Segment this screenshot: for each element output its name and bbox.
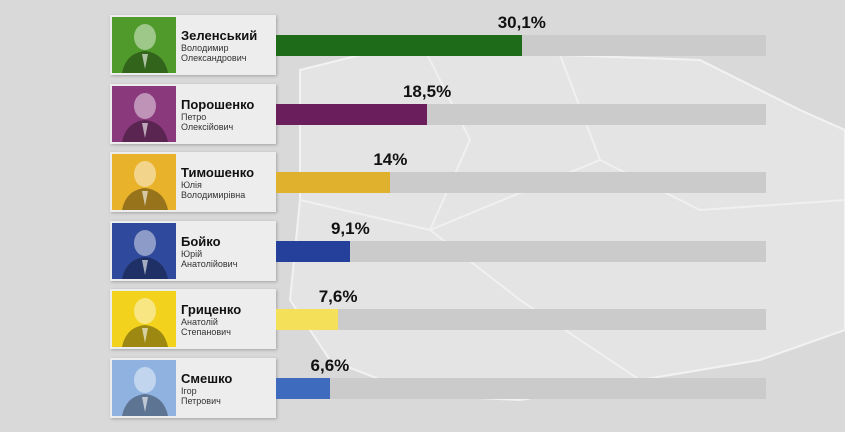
candidate-surname: Порошенко: [181, 96, 255, 112]
candidate-patronymic: Олександрович: [181, 53, 247, 63]
candidate-surname: Смешко: [181, 370, 233, 386]
candidate-card: Тимошенко Юлія Володимирівна: [110, 152, 276, 212]
candidate-surname: Зеленський: [181, 28, 258, 43]
bar: [276, 240, 351, 262]
candidate-given-names: Юрій Анатолійович: [181, 249, 275, 269]
candidate-given-names: Володимир Олександрович: [181, 43, 275, 63]
candidate-photo: [112, 222, 176, 279]
candidate-given-names: Юлія Володимирівна: [181, 180, 275, 200]
candidate-photo: [112, 359, 176, 416]
candidate-given-names: Ігор Петрович: [181, 386, 275, 406]
candidate-surname: Тимошенко: [181, 165, 255, 180]
candidate-patronymic: Степанович: [181, 327, 231, 337]
candidate-given-names: Петро Олексійович: [181, 112, 275, 132]
candidate-card: Зеленський Володимир Олександрович: [110, 15, 276, 75]
candidate-patronymic: Петрович: [181, 395, 221, 406]
bar-track: [276, 240, 766, 262]
candidate-given-names: Анатолій Степанович: [181, 317, 275, 337]
candidate-first-name: Петро: [181, 111, 207, 122]
candidate-card: Порошенко Петро Олексійович: [110, 83, 276, 144]
bar: [276, 172, 391, 193]
candidate-card: Гриценко Анатолій Степанович: [110, 289, 276, 349]
data-label: 14%: [373, 150, 408, 169]
data-label: 9,1%: [330, 218, 370, 238]
candidate-surname: Гриценко: [181, 302, 242, 317]
bar-track: [276, 309, 766, 330]
bar-track: [276, 172, 766, 193]
bar: [276, 377, 330, 399]
bar: [276, 35, 522, 56]
data-label: 6,6%: [310, 355, 350, 375]
candidate-card: Смешко Ігор Петрович: [110, 357, 276, 418]
bar-track: [276, 377, 766, 399]
candidate-first-name: Юрій: [181, 248, 203, 259]
candidate-first-name: Володимир: [181, 43, 229, 53]
candidate-photo: [112, 291, 176, 347]
candidate-patronymic: Анатолійович: [181, 258, 238, 269]
bar: [276, 103, 428, 125]
data-label: 18,5%: [402, 81, 452, 101]
candidate-patronymic: Олексійович: [181, 121, 234, 132]
candidate-first-name: Ігор: [181, 385, 197, 396]
candidate-first-name: Юлія: [181, 180, 202, 190]
candidate-photo: [112, 85, 176, 142]
candidate-card: Бойко Юрій Анатолійович: [110, 220, 276, 281]
bar: [276, 309, 339, 330]
data-label: 30,1%: [497, 13, 546, 32]
candidate-photo: [112, 154, 176, 210]
candidate-patronymic: Володимирівна: [181, 190, 246, 200]
data-label: 7,6%: [318, 287, 358, 306]
candidate-surname: Бойко: [181, 233, 221, 249]
candidate-first-name: Анатолій: [181, 317, 218, 327]
candidate-photo: [112, 17, 176, 73]
